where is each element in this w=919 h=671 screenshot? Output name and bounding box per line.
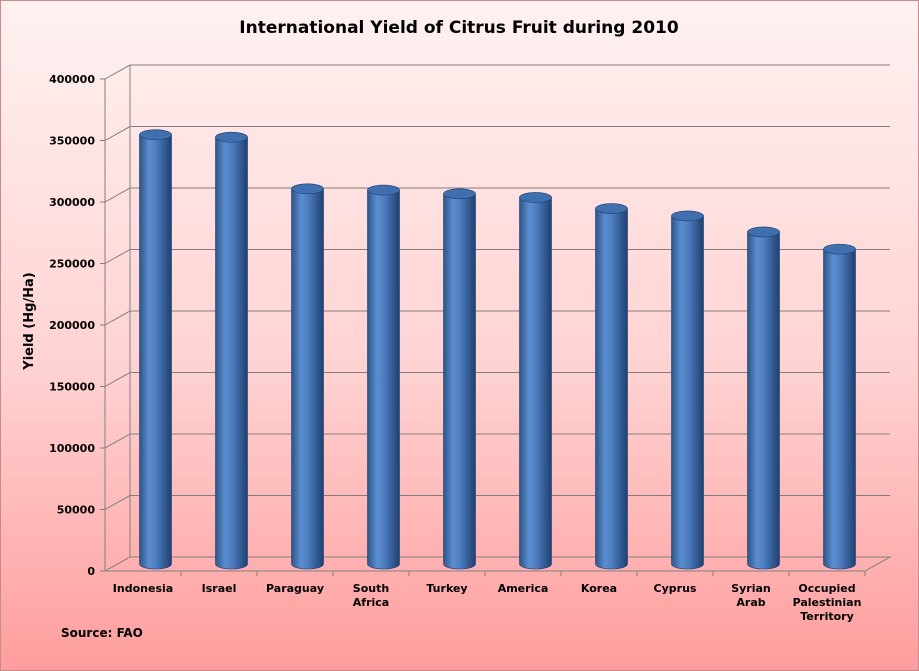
grid-layer bbox=[100, 64, 892, 576]
category-label: Turkey bbox=[426, 582, 467, 595]
category-label-line: Cyprus bbox=[654, 582, 697, 595]
bar-body bbox=[215, 136, 248, 570]
bar-body bbox=[367, 189, 400, 570]
bars-layer bbox=[139, 129, 856, 570]
chart-floor bbox=[103, 556, 892, 572]
gridline bbox=[104, 249, 890, 264]
category-label: Occupied Palestinian Territory bbox=[793, 582, 862, 623]
bar-top bbox=[519, 192, 552, 203]
category-label-line: Territory bbox=[800, 610, 854, 623]
category-label: Israel bbox=[202, 582, 237, 595]
category-label: Syrian Arab bbox=[731, 582, 771, 609]
category-labels: Indonesia Israel Paraguay South Africa Turkey… bbox=[113, 582, 862, 623]
category-label-line: South bbox=[353, 582, 389, 595]
bar bbox=[215, 131, 248, 570]
category-label: Cyprus bbox=[654, 582, 697, 595]
bar-top bbox=[367, 184, 400, 196]
category-label-line: Arab bbox=[736, 596, 765, 609]
y-tick-label: 250000 bbox=[49, 258, 95, 271]
category-label-line: Paraguay bbox=[266, 582, 324, 595]
category-label: Korea bbox=[581, 582, 617, 595]
y-tick-label: 50000 bbox=[57, 504, 96, 517]
bar-body bbox=[823, 248, 856, 570]
y-tick-label: 150000 bbox=[49, 381, 95, 394]
y-tick-label: 400000 bbox=[49, 73, 95, 86]
category-label-line: America bbox=[498, 582, 549, 595]
category-label: America bbox=[498, 582, 549, 595]
bar-body bbox=[139, 134, 172, 570]
bar bbox=[747, 226, 780, 570]
bar-body bbox=[519, 197, 552, 570]
y-tick-labels: 0 50000 100000 150000 200000 250000 300000 3500… bbox=[49, 73, 95, 578]
bar-top bbox=[291, 183, 324, 195]
bar-top bbox=[443, 188, 476, 200]
category-label: South Africa bbox=[353, 582, 389, 609]
category-label: Paraguay bbox=[266, 582, 324, 595]
bar bbox=[823, 243, 856, 570]
y-tick-label: 100000 bbox=[49, 442, 95, 455]
category-label-line: Korea bbox=[581, 582, 617, 595]
bar-body bbox=[671, 215, 704, 570]
category-label-line: Palestinian bbox=[793, 596, 862, 609]
bar-body bbox=[595, 208, 628, 570]
category-label: Indonesia bbox=[113, 582, 173, 595]
gridline bbox=[104, 126, 890, 141]
bar-top bbox=[747, 226, 780, 238]
bar-top bbox=[671, 210, 704, 222]
category-label-line: Syrian bbox=[731, 582, 771, 595]
bar bbox=[443, 188, 476, 570]
category-label-line: Indonesia bbox=[113, 582, 173, 595]
bar-top bbox=[215, 131, 248, 143]
gridline bbox=[104, 310, 890, 326]
bar bbox=[519, 192, 552, 570]
bar-top bbox=[823, 243, 856, 255]
y-tick-label: 0 bbox=[87, 565, 95, 578]
gridline bbox=[104, 187, 890, 203]
bar-top bbox=[139, 129, 172, 141]
gridline bbox=[104, 64, 890, 80]
bar bbox=[139, 129, 172, 570]
gridline bbox=[104, 495, 890, 510]
bar-top bbox=[595, 203, 628, 214]
bar bbox=[595, 203, 628, 570]
category-label-line: Israel bbox=[202, 582, 237, 595]
bar-body bbox=[443, 193, 476, 570]
category-label-line: Africa bbox=[353, 596, 389, 609]
gridline bbox=[104, 433, 890, 449]
category-label-line: Turkey bbox=[426, 582, 467, 595]
bar bbox=[291, 183, 324, 570]
y-axis-label: Yield (Hg/Ha) bbox=[22, 272, 37, 370]
category-label-line: Occupied bbox=[798, 582, 855, 595]
chart-title: International Yield of Citrus Fruit duri… bbox=[239, 18, 679, 38]
y-tick-label: 300000 bbox=[49, 196, 95, 209]
bar-body bbox=[291, 188, 324, 570]
y-tick-label: 200000 bbox=[49, 319, 95, 332]
bar bbox=[367, 184, 400, 570]
y-tick-label: 350000 bbox=[49, 135, 95, 148]
bar bbox=[671, 210, 704, 570]
gridline bbox=[104, 372, 890, 387]
bar-body bbox=[747, 231, 780, 570]
source-note: Source: FAO bbox=[61, 626, 143, 640]
